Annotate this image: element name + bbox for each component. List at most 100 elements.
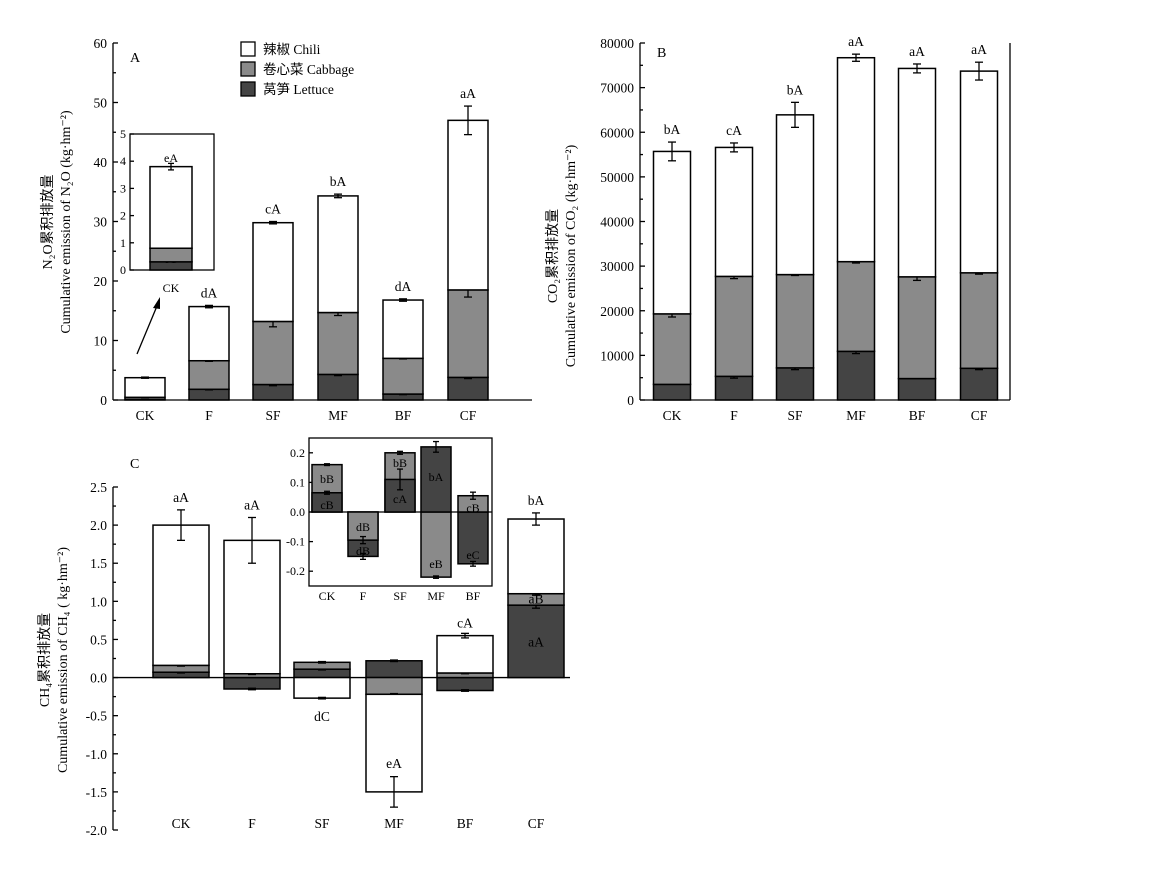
y-tick-label: 60 [94,36,108,51]
y-tick-label: 0.5 [90,632,107,647]
bar-f-cabbage [188,359,230,391]
chart-panel-c: -2.0 -1.5 -1.0 -0.5 0.0 0.5 1.0 1.5 2.0 2.5 CK F SF M… [37,437,570,838]
y-tick-label: 10000 [600,348,634,363]
inset-bar-label: eC [466,548,479,562]
x-tick-label-mf: MF [328,408,348,423]
bar-sf-cabbage [775,273,815,369]
bar-label: bA [330,174,347,189]
inset-chart-a: 012345fCdBeACK [120,127,215,295]
x-tick-label-f: F [205,408,213,423]
inset-pointer-arrow [136,305,158,355]
y-axis-title-cn: CH₄累积排放量 [37,613,53,707]
inset-y-tick-label: -0.2 [286,564,305,578]
inset-x-tick-label-bf: BF [466,589,481,603]
bar-f-chili [714,146,754,278]
bar-sf-cabbage [252,320,294,386]
inset-bar-label: bB [320,472,334,486]
x-tick-label-sf: SF [787,408,803,423]
y-axis-title-en: Cumulative emission of CO₂ (kg·hm⁻²) [564,144,579,367]
bar-label: aA [971,42,987,57]
inset-bar-mf-lettuce [420,446,452,513]
inset-bar-label: eB [429,557,442,571]
legend-label-lettuce: 莴笋 Lettuce [263,81,334,97]
bar-cf-chili [959,70,999,274]
y-tick-label: 20000 [600,304,634,319]
bar-mf-chili [365,693,423,793]
x-tick-label-bf: BF [457,816,474,831]
bar-ck-cabbage [652,313,692,386]
bar-sf-lettuce [252,383,294,401]
y-tick-label: 2.5 [90,480,107,495]
y-tick-label: 0 [100,393,107,408]
bar-label: aA [173,490,189,505]
bar-sf-chili [775,114,815,276]
bar-label: bA [664,122,681,137]
x-tick-label-sf: SF [265,408,281,423]
y-tick-label: 40000 [600,215,634,230]
x-tick-label-f: F [248,816,256,831]
y-tick-label: 40 [94,155,108,170]
inset-bar-label: eA [164,151,178,165]
bar-mf-lettuce [317,373,359,401]
bar-cf-cabbage [447,289,489,379]
inset-x-tick-label-ck: CK [163,281,180,295]
inset-y-tick-label: 0.0 [290,505,305,519]
inset-x-tick-label-f: F [360,589,367,603]
legend-label-cabbage: 卷心菜 Cabbage [263,62,354,77]
x-tick-label-mf: MF [846,408,866,423]
inset-x-tick-label-mf: MF [427,589,445,603]
panel-label-a: A [130,51,141,66]
bar-label: dA [395,279,412,294]
inset-x-tick-label-sf: SF [393,589,407,603]
bar-bf-cabbage [382,357,424,395]
x-tick-label-ck: CK [136,408,155,423]
y-tick-label: 0 [627,393,634,408]
bar-cf-lettuce [507,604,565,679]
bar-cf-cabbage [959,272,999,370]
y-tick-label: 50000 [600,170,634,185]
bar-cf-chili [447,119,489,291]
bar-ck-lettuce [652,383,692,401]
y-tick-label: 0.0 [90,671,107,686]
x-tick-label-bf: BF [395,408,412,423]
x-tick-label-cf: CF [528,816,545,831]
bar-mf-chili [317,195,359,314]
bar-mf-cabbage [365,676,423,696]
bar-sf-lettuce [775,367,815,401]
y-tick-label: -1.5 [86,785,108,800]
y-tick-label: 1.0 [90,594,107,609]
y-tick-label: 2.0 [90,518,107,533]
y-tick-label: 30 [94,215,108,230]
inset-bar-label: cB [320,498,333,512]
bar-label: eA [386,756,402,771]
bar-bf-lettuce [436,676,494,692]
y-tick-label: -0.5 [86,709,108,724]
inset-y-tick-label: 2 [120,209,126,223]
panel-label-c: C [130,457,139,472]
x-tick-label-cf: CF [971,408,988,423]
y-tick-label: -1.0 [86,747,108,762]
y-tick-label: 60000 [600,125,634,140]
bar-bf-chili [897,67,937,278]
y-axis-title-en: Cumulative emission of N₂O (kg·hm⁻²) [59,110,74,334]
bar-bf-cabbage [897,276,937,380]
bar-f-lettuce [714,375,754,401]
bar-label: aB [529,592,544,607]
bar-cf-lettuce [959,367,999,401]
bar-mf-lettuce [836,350,876,401]
bar-label: aA [848,34,864,49]
inset-pointer-arrowhead [153,297,160,309]
bar-f-chili [188,305,230,362]
chart-legend: 辣椒 Chili 卷心菜 Cabbage 莴笋 Lettuce [240,41,354,97]
inset-y-tick-label: 0.1 [290,475,305,489]
inset-bar-ck-chili [149,165,193,249]
x-tick-label-ck: CK [663,408,682,423]
bar-sf-chili [293,676,351,699]
inset-bar-label: cA [393,492,407,506]
bar-ck-chili [124,376,166,399]
inset-bar-f-cabbage [347,511,379,541]
bar-label: cA [265,202,281,217]
bar-label: bA [787,82,804,97]
bar-label: aA [528,634,544,649]
chart-panel-a: 0102030405060CKFSFMFBFCFdCcBdAcCbBcAaCbB… [40,36,532,423]
